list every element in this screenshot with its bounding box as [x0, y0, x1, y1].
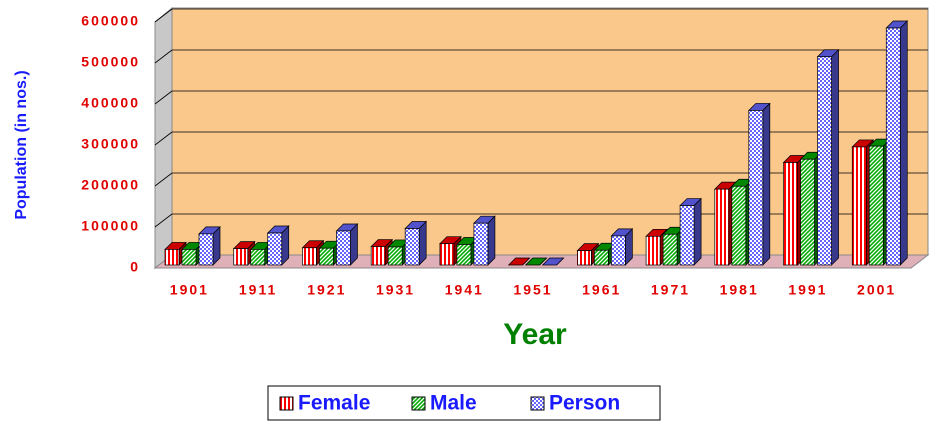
bar-side — [487, 215, 496, 266]
bar — [404, 220, 428, 266]
bar-front — [731, 185, 747, 266]
bar — [473, 215, 496, 266]
y-tick-label: 200000 — [81, 177, 140, 193]
bar — [610, 228, 634, 266]
bar — [507, 257, 531, 266]
grid-line — [154, 49, 173, 64]
y-tick-label: 500000 — [81, 54, 140, 70]
bar — [541, 257, 565, 266]
bar-front — [370, 246, 386, 266]
x-tick-label: 1921 — [307, 282, 346, 298]
y-tick-label: 600000 — [81, 13, 140, 29]
bar-side — [831, 48, 839, 266]
bar — [816, 48, 840, 266]
x-tick-label: 1981 — [720, 282, 759, 298]
x-tick-label: 1971 — [651, 282, 690, 298]
legend-label: Person — [549, 392, 620, 415]
bar — [198, 225, 221, 266]
bar-top — [541, 257, 565, 266]
bar-front — [267, 232, 283, 266]
bar — [885, 20, 909, 266]
y-tick-label: 0 — [130, 259, 140, 275]
legend-swatch — [411, 396, 426, 411]
x-tick-label: 1961 — [582, 282, 621, 298]
grid-line — [154, 131, 173, 146]
x-tick-label: 1951 — [513, 282, 552, 298]
grid-line — [154, 90, 173, 105]
x-tick-label: 2001 — [857, 282, 896, 298]
x-tick-label: 1901 — [170, 282, 209, 298]
bar-front — [594, 249, 609, 266]
bar-front — [748, 110, 764, 266]
bar-front — [387, 246, 403, 266]
bar-front — [404, 228, 420, 266]
bar-front — [233, 248, 249, 266]
bar — [524, 257, 548, 266]
bar-side — [899, 20, 908, 266]
bar-front — [662, 233, 678, 266]
bar-front — [800, 158, 815, 266]
bar-front — [783, 162, 798, 266]
bar-front — [868, 145, 884, 266]
grid-line — [154, 172, 173, 187]
x-tick-label: 1931 — [376, 282, 415, 298]
x-tick-label: 1941 — [445, 282, 484, 298]
bar-front — [250, 249, 266, 266]
legend-swatch — [279, 396, 294, 411]
legend-label: Female — [298, 392, 370, 415]
x-tick-label: 1991 — [788, 282, 827, 298]
bar-front — [885, 27, 901, 266]
x-tick-label: 1911 — [239, 282, 277, 298]
bar-front — [164, 249, 180, 266]
grid-line — [154, 8, 173, 23]
bar — [266, 225, 290, 266]
bar-side — [418, 220, 427, 266]
bar — [335, 223, 359, 266]
bar-front — [679, 205, 695, 266]
y-tick-label: 300000 — [81, 136, 140, 152]
y-tick-label: 400000 — [81, 95, 140, 111]
bar-front — [456, 244, 472, 266]
bar-front — [439, 243, 455, 266]
bar-front — [302, 247, 317, 266]
legend-swatch — [530, 396, 545, 411]
bar — [679, 197, 702, 266]
x-axis-title: Year — [503, 318, 567, 351]
bar-top — [524, 257, 548, 266]
bar — [747, 102, 771, 266]
grid-line — [154, 213, 173, 228]
bar-top — [507, 257, 531, 266]
bar-side — [762, 102, 771, 266]
bar-front — [851, 146, 867, 266]
bar-front — [577, 250, 592, 266]
y-tick-label: 100000 — [81, 218, 140, 234]
bar-front — [817, 56, 832, 266]
legend — [267, 385, 661, 421]
bar-front — [645, 235, 661, 266]
y-axis-title: Population (in nos.) — [13, 70, 30, 219]
bar-front — [714, 188, 730, 266]
bar — [799, 151, 823, 266]
bar-front — [319, 247, 334, 266]
bar-front — [611, 235, 626, 266]
bar-front — [198, 233, 214, 266]
bar-front — [181, 249, 197, 266]
legend-label: Male — [430, 392, 477, 415]
bar-side — [693, 197, 702, 266]
bar-front — [336, 230, 351, 266]
bar-front — [473, 222, 489, 266]
